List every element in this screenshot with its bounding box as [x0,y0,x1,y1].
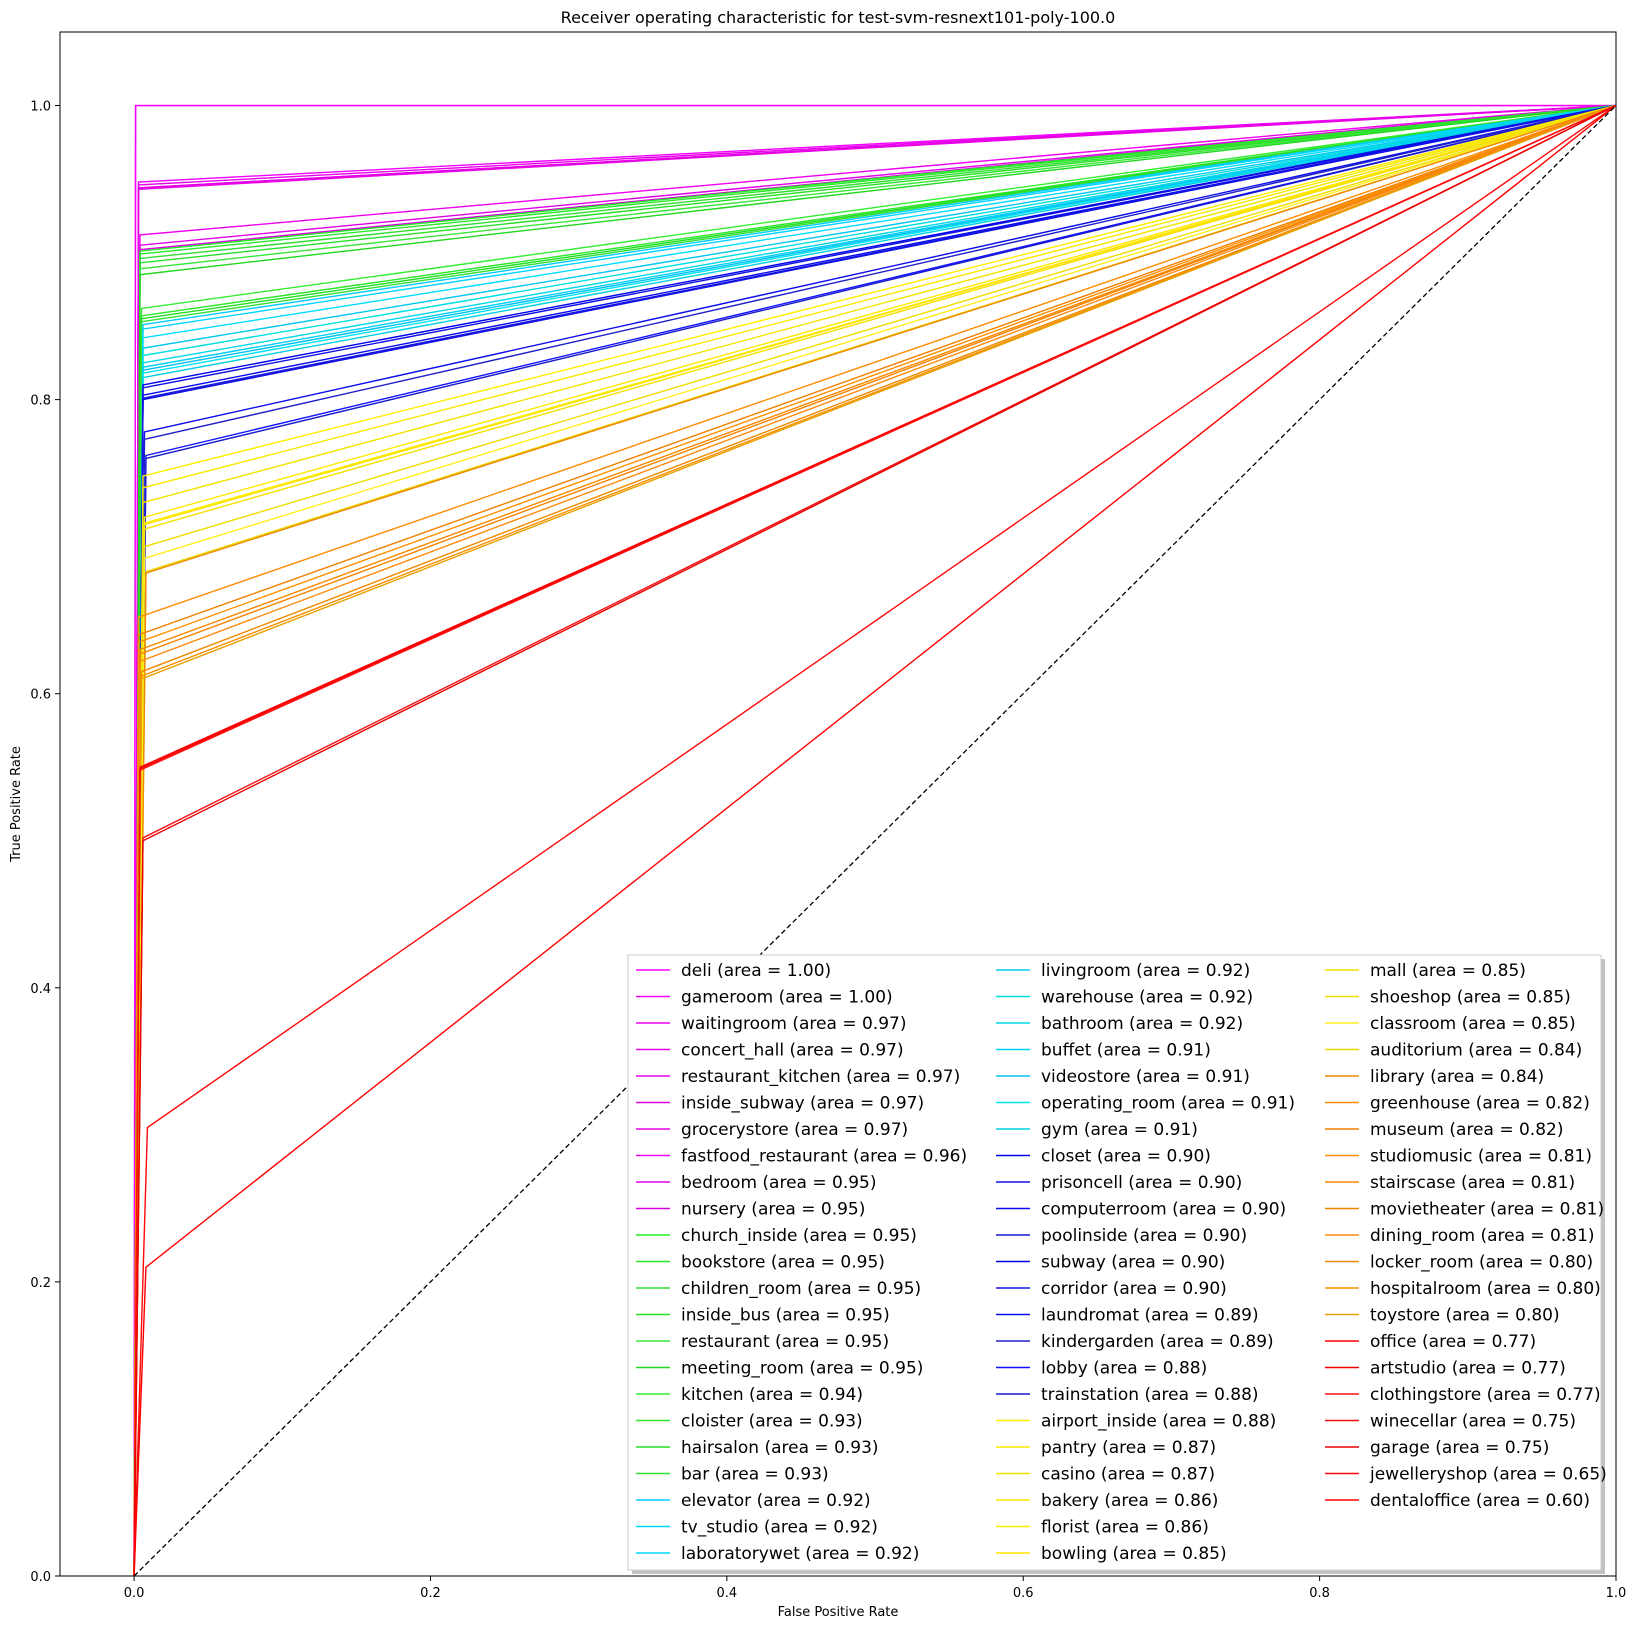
legend-entry-label: laboratorywet (area = 0.92) [681,1544,919,1564]
legend-entry-label: museum (area = 0.82) [1370,1120,1563,1140]
chart-title: Receiver operating characteristic for te… [561,8,1116,27]
legend-entry-label: church_inside (area = 0.95) [681,1226,917,1246]
legend-entry-label: waitingroom (area = 0.97) [681,1014,906,1034]
legend-entry-label: bookstore (area = 0.95) [681,1253,885,1273]
roc-curve-1 [133,104,1616,1577]
legend-entry-label: subway (area = 0.90) [1041,1253,1225,1273]
legend-entry-label: office (area = 0.77) [1370,1332,1536,1352]
legend-entry-label: library (area = 0.84) [1370,1067,1544,1087]
legend: deli (area = 1.00) gameroom (area = 1.00)… [627,954,1607,1574]
legend-entry-label: jewelleryshop (area = 0.65) [1369,1465,1607,1485]
legend-entry-label: inside_subway (area = 0.97) [681,1094,924,1114]
legend-entry-label: children_room (area = 0.95) [681,1279,921,1299]
legend-entry-label: concert_hall (area = 0.97) [681,1041,904,1061]
legend-box [627,954,1602,1571]
roc-curve-66 [133,104,1617,1577]
legend-entry-label: casino (area = 0.87) [1041,1465,1215,1485]
chance-diagonal-line [133,105,1617,1577]
x-tick-label: 0.6 [1013,1586,1034,1601]
legend-entry-label: florist (area = 0.86) [1041,1518,1209,1538]
legend-entry-label: greenhouse (area = 0.82) [1370,1094,1590,1114]
x-tick-label: 0.2 [420,1586,441,1601]
legend-entry-label: cloister (area = 0.93) [681,1412,863,1432]
legend-entry-label: hairsalon (area = 0.93) [681,1438,879,1458]
x-axis-label: False Positive Rate [778,1605,899,1620]
legend-entry-label: bathroom (area = 0.92) [1041,1014,1243,1034]
plot-frame [59,31,1617,1577]
y-tick-label: 1.0 [30,100,51,115]
roc-curve-65 [133,104,1617,1577]
legend-entry-label: poolinside (area = 0.90) [1041,1226,1247,1246]
legend-entry-label: meeting_room (area = 0.95) [681,1359,923,1379]
legend-entry-label: bakery (area = 0.86) [1041,1491,1218,1511]
y-tick-label: 0.8 [30,394,51,409]
legend-entry-label: pantry (area = 0.87) [1041,1438,1216,1458]
legend-entry-label: dining_room (area = 0.81) [1370,1226,1595,1246]
legend-entry-label: buffet (area = 0.91) [1041,1041,1211,1061]
legend-entry-label: trainstation (area = 0.88) [1041,1385,1259,1405]
legend-entry-label: fastfood_restaurant (area = 0.96) [681,1147,967,1167]
legend-entry-label: garage (area = 0.75) [1370,1438,1549,1458]
legend-entry-label: closet (area = 0.90) [1041,1147,1211,1167]
roc-curve-62 [133,104,1617,1577]
y-tick-label: 0.6 [30,688,51,703]
legend-entry-label: airport_inside (area = 0.88) [1041,1412,1276,1432]
y-tick-label: 0.4 [30,982,51,997]
legend-entry-label: toystore (area = 0.80) [1370,1306,1560,1326]
x-tick-label: 0.0 [124,1586,145,1601]
legend-entry-label: bar (area = 0.93) [681,1465,829,1485]
legend-entry-label: restaurant_kitchen (area = 0.97) [681,1067,960,1087]
legend-entry-label: gameroom (area = 1.00) [681,988,893,1008]
legend-entry-label: movietheater (area = 0.81) [1370,1200,1604,1220]
legend-entry-label: kindergarden (area = 0.89) [1041,1332,1274,1352]
legend-entry-label: artstudio (area = 0.77) [1370,1359,1566,1379]
legend-entry-label: elevator (area = 0.92) [681,1491,871,1511]
legend-entry-label: lobby (area = 0.88) [1041,1359,1207,1379]
y-axis-label: True Positive Rate [9,746,24,863]
legend-entry-label: corridor (area = 0.90) [1041,1279,1227,1299]
legend-entry-label: laundromat (area = 0.89) [1041,1306,1259,1326]
legend-entry-label: grocerystore (area = 0.97) [681,1120,908,1140]
legend-entry-label: deli (area = 1.00) [681,961,831,981]
legend-entry-label: inside_bus (area = 0.95) [681,1306,890,1326]
legend-entry-label: bedroom (area = 0.95) [681,1173,877,1193]
legend-entry-label: winecellar (area = 0.75) [1370,1412,1576,1432]
legend-entry-label: dentaloffice (area = 0.60) [1370,1491,1590,1511]
y-axis: 0.0 0.2 0.4 0.6 0.8 1.0 [30,100,60,1585]
legend-entry-label: stairscase (area = 0.81) [1370,1173,1575,1193]
legend-entry-label: livingroom (area = 0.92) [1041,961,1250,981]
legend-entry-label: kitchen (area = 0.94) [681,1385,863,1405]
legend-entry-label: hospitalroom (area = 0.80) [1370,1279,1601,1299]
legend-entry-label: mall (area = 0.85) [1370,961,1526,981]
legend-entry-label: studiomusic (area = 0.81) [1370,1147,1592,1167]
legend-entry-label: nursery (area = 0.95) [681,1200,865,1220]
legend-entry-label: tv_studio (area = 0.92) [681,1518,878,1538]
y-tick-label: 0.2 [30,1276,51,1291]
x-axis: 0.0 0.2 0.4 0.6 0.8 1.0 [124,1576,1627,1601]
legend-entry-label: auditorium (area = 0.84) [1370,1041,1582,1061]
x-tick-label: 0.8 [1309,1586,1330,1601]
legend-entry-label: classroom (area = 0.85) [1370,1014,1576,1034]
legend-entry-label: warehouse (area = 0.92) [1041,988,1253,1008]
legend-entry-label: shoeshop (area = 0.85) [1370,988,1571,1008]
legend-entry-label: operating_room (area = 0.91) [1041,1094,1295,1114]
plot-area [133,104,1617,1577]
x-tick-label: 1.0 [1606,1586,1627,1601]
x-tick-label: 0.4 [717,1586,738,1601]
legend-entry-label: videostore (area = 0.91) [1041,1067,1250,1087]
legend-entry-label: computerroom (area = 0.90) [1041,1200,1286,1220]
y-tick-label: 0.0 [30,1570,51,1585]
legend-entry-label: clothingstore (area = 0.77) [1370,1385,1601,1405]
legend-entry-label: restaurant (area = 0.95) [681,1332,889,1352]
legend-entry-label: prisoncell (area = 0.90) [1041,1173,1242,1193]
legend-entry-label: gym (area = 0.91) [1041,1120,1198,1140]
roc-curve-64 [133,104,1617,1577]
legend-entry-label: locker_room (area = 0.80) [1370,1253,1593,1273]
legend-entry-label: bowling (area = 0.85) [1041,1544,1227,1564]
